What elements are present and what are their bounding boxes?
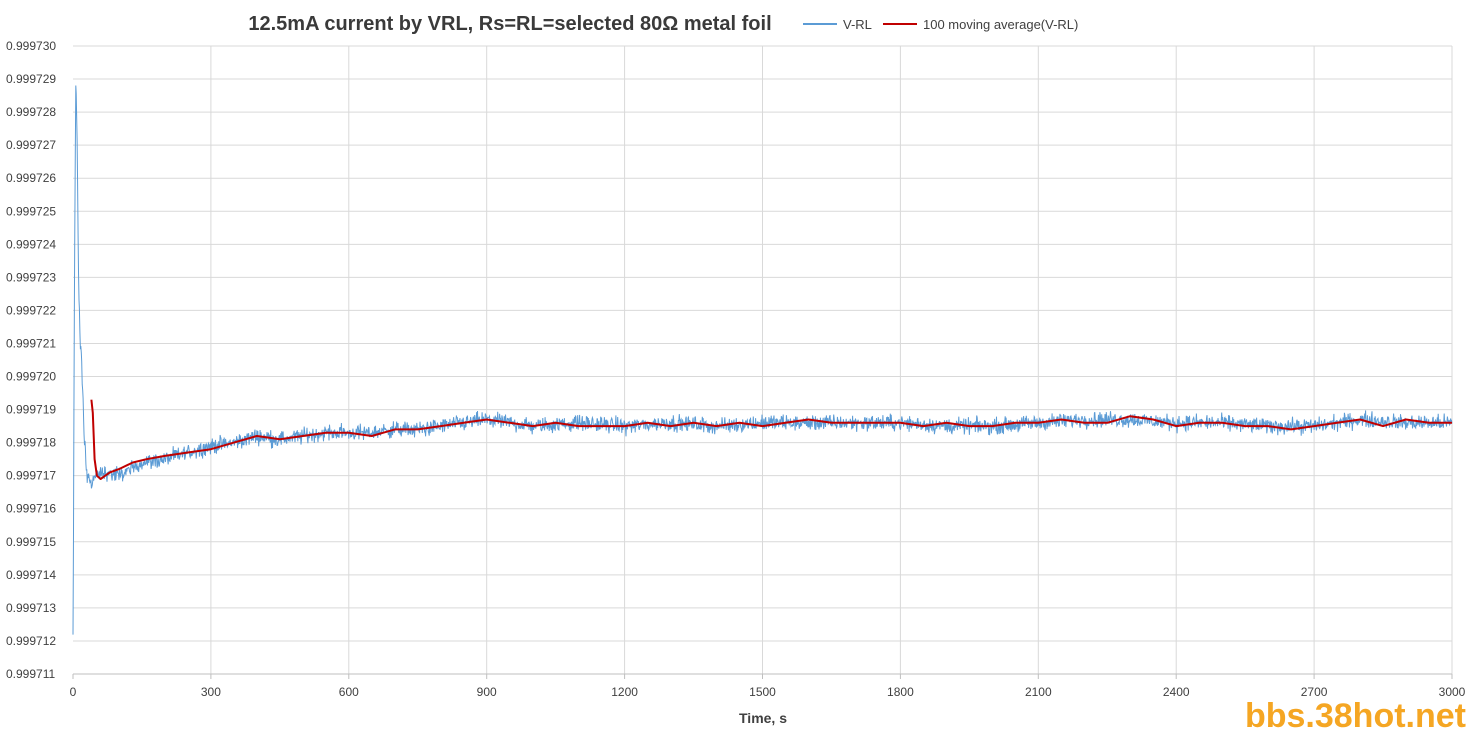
y-tick-label: 0.999721 [6, 336, 56, 350]
y-axis-ticks: 0.999711 0.999712 0.999713 0.999714 0.999715… [6, 39, 56, 681]
series-layer [72, 85, 1453, 635]
watermark: bbs.38hot.net [1245, 697, 1466, 732]
y-tick-label: 0.999722 [6, 303, 56, 317]
y-tick-label: 0.999726 [6, 171, 56, 185]
y-tick-label: 0.999728 [6, 105, 56, 119]
y-tick-label: 0.999730 [6, 39, 56, 53]
x-tick-label: 1200 [611, 685, 638, 699]
x-axis-label: Time, s [739, 710, 787, 726]
legend-label-v-rl: V-RL [843, 17, 872, 32]
y-tick-label: 0.999711 [6, 667, 55, 681]
x-tick-label: 2400 [1163, 685, 1190, 699]
x-tick-label: 900 [477, 685, 497, 699]
x-tick-label: 3000 [1439, 685, 1466, 699]
x-tick-label: 2700 [1301, 685, 1328, 699]
y-tick-label: 0.999719 [6, 403, 56, 417]
x-tick-label: 600 [339, 685, 359, 699]
series-line-moving-average [90, 399, 1452, 480]
y-tick-label: 0.999723 [6, 270, 56, 284]
x-tick-label: 1800 [887, 685, 914, 699]
y-tick-label: 0.999713 [6, 601, 56, 615]
legend: V-RL 100 moving average(V-RL) [803, 17, 1078, 32]
chart-title: 12.5mA current by VRL, Rs=RL=selected 80… [248, 13, 771, 35]
y-tick-label: 0.999717 [6, 469, 56, 483]
y-tick-label: 0.999715 [6, 535, 56, 549]
x-tick-label: 0 [70, 685, 77, 699]
x-gridlines [210, 46, 1453, 674]
y-tick-label: 0.999720 [6, 370, 56, 384]
x-tick-label: 1500 [749, 685, 776, 699]
y-tick-label: 0.999724 [6, 237, 56, 251]
x-axis-ticks: 0 300 600 900 1200 1500 1800 2100 2400 2700 3000 [70, 674, 1466, 699]
y-tick-label: 0.999718 [6, 436, 56, 450]
y-tick-label: 0.999725 [6, 204, 56, 218]
x-tick-label: 300 [201, 685, 221, 699]
y-tick-label: 0.999716 [6, 502, 56, 516]
y-tick-label: 0.999729 [6, 72, 56, 86]
legend-label-moving-average: 100 moving average(V-RL) [923, 17, 1078, 32]
y-tick-label: 0.999727 [6, 138, 56, 152]
y-tick-label: 0.999714 [6, 568, 56, 582]
y-tick-label: 0.999712 [6, 634, 56, 648]
x-tick-label: 2100 [1025, 685, 1052, 699]
